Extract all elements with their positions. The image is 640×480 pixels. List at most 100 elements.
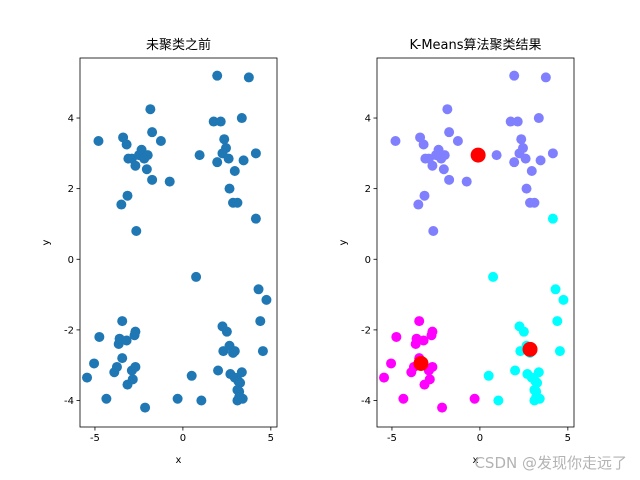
data-point [427, 361, 438, 372]
chart-before-clustering: 未聚类之前 -5 0 5 -4 -2 0 2 4 x y [41, 37, 278, 466]
data-point [155, 135, 166, 146]
centroid-point [522, 341, 538, 357]
data-point [142, 150, 153, 161]
data-point [540, 72, 551, 83]
data-point [93, 135, 104, 146]
data-point [438, 164, 449, 175]
data-point [418, 139, 429, 150]
centroid-point [413, 355, 429, 371]
data-point [147, 174, 158, 185]
data-point [253, 284, 264, 295]
data-point [414, 316, 425, 327]
x-axis-label: x [176, 455, 182, 466]
y-tick-label: -4 [361, 396, 371, 407]
data-point [101, 393, 112, 404]
data-point [442, 104, 453, 115]
data-point [213, 365, 224, 376]
data-point [250, 148, 261, 159]
data-point [379, 372, 390, 383]
scatter-points [82, 70, 272, 413]
data-point [141, 164, 152, 175]
data-point [437, 402, 448, 413]
chart-title: K-Means算法聚类结果 [409, 38, 541, 53]
y-tick-label: -2 [361, 325, 371, 336]
data-point [514, 321, 525, 332]
data-point [257, 346, 268, 357]
data-point [505, 116, 516, 127]
y-tick-label: 2 [68, 184, 74, 195]
data-point [224, 183, 235, 194]
data-point [238, 155, 249, 166]
data-point [428, 226, 439, 237]
y-tick-label: -2 [64, 325, 74, 336]
x-tick-label: 0 [477, 433, 483, 444]
data-point [194, 150, 205, 161]
data-point [493, 395, 504, 406]
x-tick-label: 5 [565, 433, 571, 444]
data-point [418, 335, 429, 346]
y-axis-label: y [338, 239, 349, 245]
data-point [255, 316, 266, 327]
data-point [212, 157, 223, 168]
data-point [398, 393, 409, 404]
data-point [386, 358, 397, 369]
data-point [140, 402, 151, 413]
data-point [520, 153, 531, 164]
y-tick-label: 0 [365, 255, 371, 266]
watermark-text: CSDN @发现你走远了 [474, 454, 627, 472]
x-tick-label: 0 [180, 433, 186, 444]
axes-frame [376, 57, 575, 428]
data-point [512, 116, 523, 127]
data-point [509, 70, 520, 81]
data-point [529, 197, 540, 208]
data-point [164, 176, 175, 187]
data-point [439, 150, 450, 161]
data-point [550, 284, 561, 295]
data-point [516, 134, 527, 145]
data-point [554, 346, 565, 357]
data-point [488, 271, 499, 282]
data-point [483, 370, 494, 381]
chart-title: 未聚类之前 [146, 37, 211, 53]
data-point [533, 367, 544, 378]
data-point [215, 116, 226, 127]
data-point [444, 127, 455, 138]
data-point [491, 150, 502, 161]
data-point [461, 176, 472, 187]
axes-frame [79, 57, 278, 428]
data-point [89, 358, 100, 369]
data-point [172, 393, 183, 404]
data-point [208, 116, 219, 127]
data-point [509, 157, 520, 168]
data-point [186, 370, 197, 381]
data-point [510, 365, 521, 376]
data-point [232, 197, 243, 208]
data-point [223, 153, 234, 164]
data-point [130, 361, 141, 372]
data-point [424, 374, 435, 385]
y-tick-label: -4 [64, 396, 74, 407]
data-point [121, 139, 132, 150]
data-point [391, 331, 402, 342]
chart-kmeans-result: K-Means算法聚类结果 -5 0 5 -4 -2 0 2 4 x y [338, 38, 575, 466]
data-point [121, 335, 132, 346]
data-point [130, 326, 141, 337]
x-axis-label: x [473, 455, 479, 466]
data-point [236, 113, 247, 124]
scatter-points [379, 70, 569, 413]
data-point [217, 321, 228, 332]
x-tick-label: -5 [90, 433, 100, 444]
data-point [243, 72, 254, 83]
data-point [82, 372, 93, 383]
data-point [116, 199, 127, 210]
data-point [212, 70, 223, 81]
y-tick-label: 4 [68, 114, 74, 125]
data-point [535, 155, 546, 166]
x-tick-label: -5 [387, 433, 397, 444]
data-point [130, 160, 141, 171]
data-point [196, 395, 207, 406]
data-point [229, 165, 240, 176]
data-point [234, 391, 245, 402]
data-point [236, 367, 247, 378]
data-point [250, 213, 261, 224]
